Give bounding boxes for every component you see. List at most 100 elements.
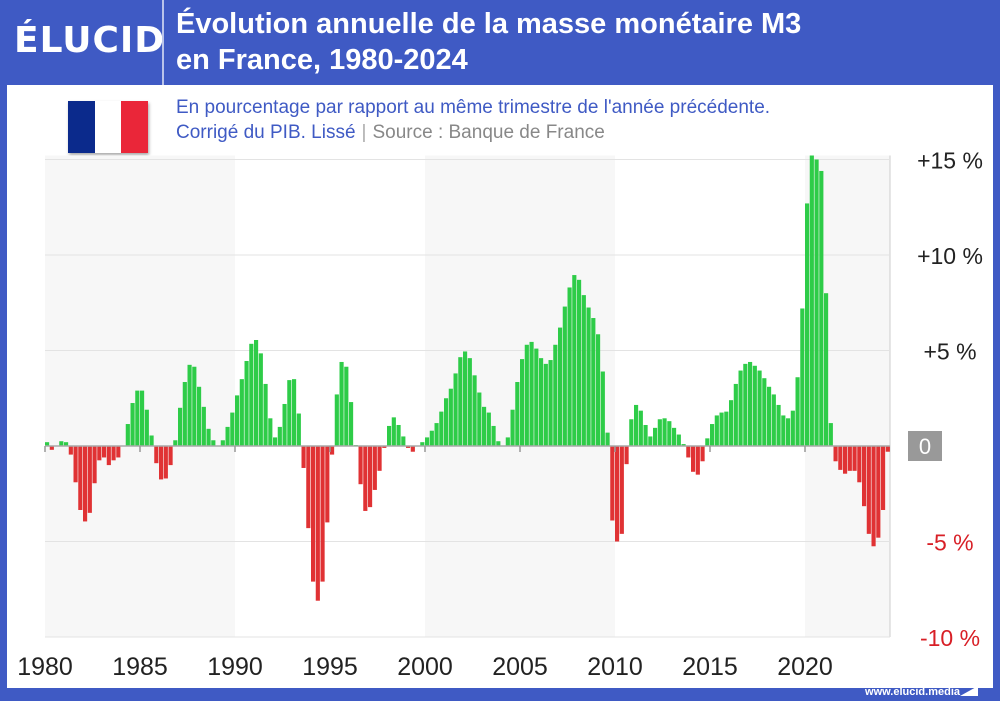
- bar-positive: [505, 437, 510, 446]
- bar-positive: [771, 394, 776, 446]
- bar-positive: [239, 379, 244, 446]
- bar-negative: [857, 446, 862, 483]
- bar-positive: [781, 415, 786, 446]
- bar-positive: [743, 363, 748, 446]
- bar-positive: [344, 366, 349, 446]
- bar-positive: [496, 441, 501, 446]
- bar-negative: [102, 446, 107, 458]
- bar-positive: [235, 395, 240, 446]
- bar-positive: [705, 438, 710, 446]
- bar-positive: [182, 382, 187, 446]
- bar-positive: [458, 357, 463, 446]
- bar-positive: [629, 419, 634, 446]
- france-flag-icon: [68, 101, 149, 153]
- bar-negative: [68, 446, 73, 455]
- bar-negative: [368, 446, 373, 508]
- bar-negative: [330, 446, 335, 455]
- bar-positive: [192, 366, 197, 446]
- bar-positive: [420, 442, 425, 446]
- bar-negative: [691, 446, 696, 472]
- bar-positive: [268, 418, 273, 446]
- bar-positive: [577, 279, 582, 446]
- bar-negative: [615, 446, 620, 542]
- subtitle-line-1: En pourcentage par rapport au même trime…: [176, 97, 771, 118]
- header-divider: [162, 0, 164, 85]
- bar-positive: [510, 409, 515, 446]
- bar-negative: [377, 446, 382, 471]
- bar-negative: [885, 446, 890, 452]
- bar-negative: [833, 446, 838, 462]
- bar-negative: [315, 446, 320, 601]
- bar-negative: [382, 446, 387, 448]
- bar-negative: [49, 446, 54, 450]
- bar-positive: [391, 417, 396, 446]
- x-tick-label: 1990: [207, 653, 263, 681]
- bar-negative: [610, 446, 615, 521]
- bar-negative: [168, 446, 173, 466]
- bar-positive: [149, 435, 154, 446]
- x-tick-label: 1995: [302, 653, 358, 681]
- bar-positive: [273, 437, 278, 446]
- bar-positive: [334, 394, 339, 446]
- subtitle: En pourcentage par rapport au même trime…: [176, 95, 770, 145]
- bar-positive: [244, 361, 249, 446]
- bar-positive: [472, 375, 477, 446]
- subtitle-note: Corrigé du PIB. Lissé: [176, 122, 356, 143]
- bar-positive: [719, 412, 724, 446]
- bar-positive: [539, 358, 544, 446]
- bar-positive: [643, 424, 648, 446]
- bar-positive: [524, 344, 529, 446]
- zero-label-badge: [908, 431, 942, 461]
- bar-positive: [733, 383, 738, 446]
- bar-positive: [676, 434, 681, 446]
- bar-positive: [434, 423, 439, 446]
- bar-negative: [624, 446, 629, 465]
- bar-positive: [448, 388, 453, 446]
- bar-positive: [534, 348, 539, 446]
- bar-negative: [881, 446, 886, 510]
- bar-positive: [662, 418, 667, 446]
- title-line-2: en France, 1980-2024: [176, 44, 468, 76]
- bar-negative: [406, 446, 411, 448]
- bar-positive: [648, 436, 653, 446]
- bar-positive: [634, 404, 639, 446]
- bar-positive: [543, 363, 548, 446]
- bar-positive: [824, 293, 829, 446]
- bar-positive: [477, 392, 482, 446]
- bar-negative: [852, 446, 857, 471]
- bar-negative: [159, 446, 164, 480]
- bar-positive: [282, 403, 287, 446]
- bar-positive: [64, 442, 69, 446]
- footer-url[interactable]: www.elucid.media: [865, 686, 960, 698]
- subtitle-separator: |: [361, 122, 367, 143]
- bar-positive: [515, 382, 520, 446]
- elucid-logo: ÉLUCID: [14, 20, 166, 61]
- bar-negative: [838, 446, 843, 470]
- source-note: Source : Banque de France: [372, 122, 605, 143]
- bar-negative: [87, 446, 92, 513]
- y-tick-label: +5 %: [923, 339, 976, 365]
- bar-positive: [762, 378, 767, 446]
- bar-negative: [163, 446, 168, 479]
- bar-positive: [714, 415, 719, 446]
- bar-positive: [748, 361, 753, 446]
- bar-positive: [425, 437, 430, 446]
- decade-band: [805, 155, 890, 637]
- bar-positive: [444, 398, 449, 446]
- bar-negative: [843, 446, 848, 474]
- bar-positive: [520, 359, 525, 446]
- bar-positive: [828, 423, 833, 446]
- bar-positive: [805, 203, 810, 446]
- bar-positive: [809, 155, 814, 446]
- bar-negative: [306, 446, 311, 529]
- y-tick-label: 0: [919, 434, 931, 459]
- bar-negative: [876, 446, 881, 538]
- bar-positive: [567, 287, 572, 446]
- y-tick-label: -10 %: [920, 625, 980, 651]
- bar-negative: [325, 446, 330, 523]
- bar-positive: [140, 390, 145, 446]
- bar-positive: [206, 428, 211, 446]
- bar-positive: [814, 159, 819, 446]
- bar-positive: [724, 411, 729, 446]
- x-tick-label: 2020: [777, 653, 833, 681]
